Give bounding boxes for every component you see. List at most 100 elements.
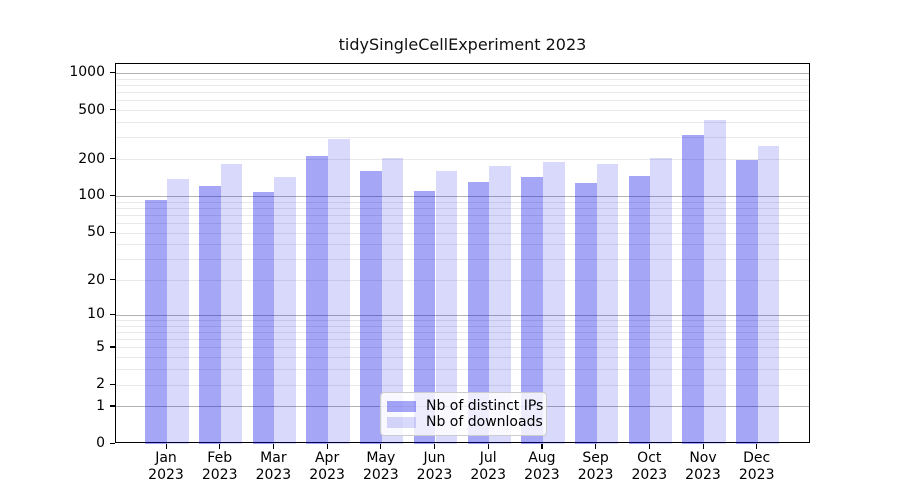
- x-tick-mark: [165, 444, 167, 449]
- bar-aug-distinct-ips: [521, 176, 543, 444]
- y-tick-label: 500: [78, 101, 105, 118]
- legend-swatch-distinct-ips: [387, 400, 416, 412]
- bar-feb-downloads: [220, 164, 243, 444]
- minor-gridline: [116, 369, 809, 371]
- minor-gridline: [116, 201, 809, 203]
- legend-item-downloads: Nb of downloads: [387, 414, 543, 430]
- bar-mar-downloads: [274, 177, 297, 444]
- x-tick-mark: [380, 444, 382, 449]
- y-tick-mark: [110, 71, 115, 74]
- x-tick-label: Nov 2023: [685, 450, 721, 483]
- x-tick-mark: [219, 444, 221, 449]
- bar-dec-distinct-ips: [736, 159, 758, 444]
- x-tick-mark: [756, 444, 758, 449]
- bar-nov-distinct-ips: [682, 135, 704, 444]
- bar-may-distinct-ips: [360, 171, 382, 444]
- bar-may-downloads: [381, 158, 404, 444]
- x-tick-mark: [595, 444, 597, 449]
- x-tick-mark: [541, 444, 543, 449]
- legend-swatch-downloads: [387, 416, 416, 428]
- x-tick-mark: [487, 444, 489, 449]
- minor-gridline: [116, 92, 809, 94]
- x-tick-label: Feb 2023: [201, 450, 238, 483]
- x-tick-label: Jul 2023: [470, 450, 507, 483]
- x-tick-mark: [648, 444, 650, 449]
- x-tick-label: Apr 2023: [309, 450, 345, 483]
- y-tick-label: 5: [96, 338, 105, 355]
- minor-gridline: [116, 347, 809, 349]
- minor-gridline: [116, 384, 809, 386]
- y-tick-mark: [110, 442, 115, 444]
- bar-oct-distinct-ips: [628, 175, 651, 444]
- minor-gridline: [116, 78, 809, 80]
- minor-gridline: [116, 207, 809, 209]
- bar-dec-downloads: [757, 145, 780, 444]
- x-tick-label: Mar 2023: [255, 450, 292, 483]
- minor-gridline: [116, 320, 809, 321]
- minor-gridline: [116, 331, 809, 333]
- minor-gridline: [116, 244, 809, 246]
- y-tick-mark: [110, 346, 115, 348]
- legend-item-distinct-ips: Nb of distinct IPs: [387, 398, 543, 414]
- x-tick-label: Aug 2023: [524, 450, 560, 483]
- legend: Nb of distinct IPs Nb of downloads: [380, 392, 547, 436]
- minor-gridline: [116, 325, 809, 327]
- minor-gridline: [116, 259, 809, 261]
- major-gridline: [116, 195, 809, 197]
- bar-sep-downloads: [596, 163, 619, 444]
- bar-aug-downloads: [542, 162, 565, 444]
- y-tick-mark: [110, 194, 115, 197]
- bar-apr-downloads: [328, 138, 350, 444]
- y-tick-label: 2: [96, 376, 105, 393]
- minor-gridline: [116, 214, 809, 216]
- minor-gridline: [116, 159, 809, 161]
- y-tick-mark: [110, 279, 115, 281]
- minor-gridline: [116, 223, 809, 224]
- minor-gridline: [116, 280, 809, 282]
- minor-gridline: [116, 339, 809, 341]
- bar-sep-distinct-ips: [574, 183, 597, 444]
- x-tick-label: May 2023: [362, 450, 399, 483]
- minor-gridline: [116, 110, 809, 112]
- bar-jun-downloads: [435, 171, 458, 444]
- y-tick-mark: [110, 313, 115, 316]
- chart-title: tidySingleCellExperiment 2023: [338, 35, 587, 54]
- minor-gridline: [116, 137, 809, 139]
- bar-nov-downloads: [704, 119, 726, 444]
- bar-apr-distinct-ips: [306, 155, 329, 444]
- legend-label-downloads: Nb of downloads: [426, 414, 543, 430]
- major-gridline: [116, 72, 809, 74]
- x-tick-mark: [702, 444, 704, 449]
- bar-jan-distinct-ips: [145, 200, 167, 444]
- minor-gridline: [116, 122, 809, 123]
- x-tick-label: Jun 2023: [416, 450, 453, 483]
- y-tick-label: 1000: [69, 64, 105, 81]
- x-tick-label: Jan 2023: [148, 450, 184, 483]
- y-tick-label: 0: [96, 435, 105, 451]
- minor-gridline: [116, 357, 809, 359]
- legend-label-distinct-ips: Nb of distinct IPs: [426, 398, 544, 414]
- y-tick-mark: [110, 231, 115, 233]
- y-tick-label: 100: [78, 187, 105, 204]
- y-tick-mark: [110, 383, 115, 385]
- y-tick-mark: [110, 158, 115, 160]
- x-tick-label: Oct 2023: [631, 450, 668, 483]
- bar-jun-distinct-ips: [413, 191, 436, 444]
- x-tick-mark: [272, 444, 275, 449]
- minor-gridline: [116, 232, 809, 234]
- y-tick-label: 50: [87, 224, 105, 241]
- y-tick-mark: [110, 109, 115, 111]
- bar-mar-distinct-ips: [252, 191, 275, 444]
- minor-gridline: [116, 84, 809, 86]
- bar-jul-downloads: [489, 165, 511, 444]
- y-tick-label: 10: [87, 306, 105, 323]
- minor-gridline: [116, 100, 809, 102]
- x-tick-label: Sep 2023: [577, 450, 614, 483]
- major-gridline: [116, 314, 809, 316]
- x-tick-label: Dec 2023: [738, 450, 775, 483]
- plot-area: Nb of distinct IPs Nb of downloads: [115, 63, 810, 444]
- y-tick-label: 200: [78, 150, 105, 167]
- x-tick-mark: [326, 444, 328, 449]
- y-tick-label: 1: [96, 397, 105, 414]
